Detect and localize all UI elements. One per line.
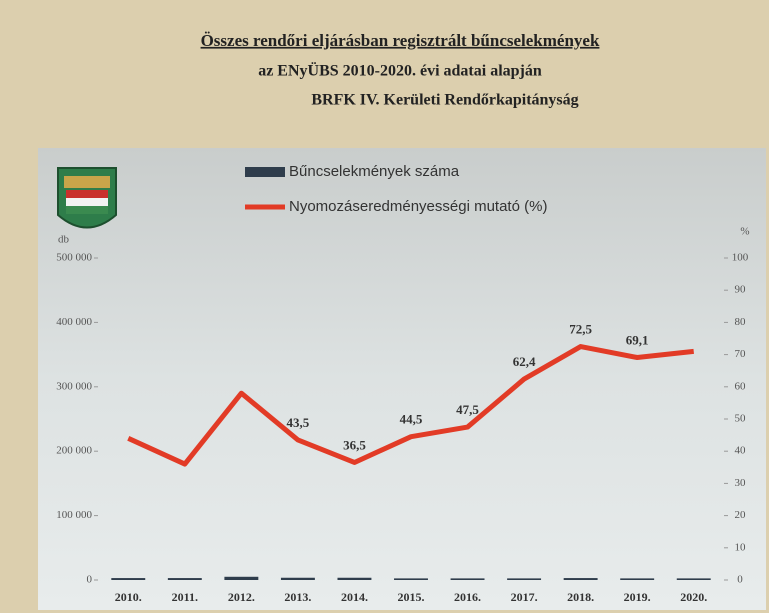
x-tick-label: 2012. [228, 590, 255, 604]
x-tick-label: 2015. [398, 590, 425, 604]
y-tick-label: 400 000 [56, 316, 92, 328]
y2-tick-label: 90 [735, 284, 747, 296]
bar [394, 578, 428, 580]
x-tick-label: 2018. [567, 590, 594, 604]
bar [111, 578, 145, 580]
y-tick-label: 300 000 [56, 380, 92, 392]
legend-label: Nyomozáseredményességi mutató (%) [289, 198, 547, 215]
chart-panel [38, 148, 766, 610]
value-label: 72,5 [569, 322, 592, 337]
x-tick-label: 2019. [624, 590, 651, 604]
x-tick-label: 2017. [511, 590, 538, 604]
bar [677, 578, 711, 580]
chart-subtitle: az ENyÜBS 2010-2020. évi adatai alapján [258, 62, 542, 80]
y-axis-label: db [58, 234, 70, 246]
bar [337, 578, 371, 580]
legend-swatch [245, 167, 285, 177]
y-tick-label: 500 000 [56, 252, 92, 264]
bar [620, 578, 654, 580]
x-tick-label: 2014. [341, 590, 368, 604]
y-tick-label: 100 000 [56, 509, 92, 521]
x-tick-label: 2013. [284, 590, 311, 604]
chart: Összes rendőri eljárásban regisztrált bű… [0, 0, 769, 613]
bar [451, 578, 485, 580]
value-label: 36,5 [343, 437, 366, 452]
y2-tick-label: 100 [732, 252, 749, 264]
x-tick-label: 2016. [454, 590, 481, 604]
y-tick-label: 0 [87, 574, 93, 586]
legend-label: Bűncselekmények száma [289, 163, 460, 180]
page: Összes rendőri eljárásban regisztrált bű… [0, 0, 769, 613]
y2-tick-label: 80 [735, 316, 747, 328]
bar [564, 578, 598, 580]
y2-tick-label: 20 [735, 509, 747, 521]
y2-tick-label: 60 [735, 380, 747, 392]
x-tick-label: 2011. [172, 590, 198, 604]
bar [168, 578, 202, 580]
value-label: 43,5 [287, 415, 310, 430]
y2-tick-label: 0 [737, 574, 743, 586]
logo [58, 168, 116, 228]
x-tick-label: 2020. [680, 590, 707, 604]
y2-tick-label: 50 [735, 413, 747, 425]
y-tick-label: 200 000 [56, 445, 92, 457]
y2-tick-label: 40 [735, 445, 747, 457]
y2-axis-label: % [740, 226, 749, 238]
bar [281, 578, 315, 580]
value-label: 69,1 [626, 332, 649, 347]
y2-tick-label: 70 [735, 348, 747, 360]
y2-tick-label: 10 [735, 541, 747, 553]
value-label: 47,5 [456, 402, 479, 417]
organization: BRFK IV. Kerületi Rendőrkapitányság [311, 92, 578, 109]
chart-title: Összes rendőri eljárásban regisztrált bű… [201, 31, 600, 50]
bar [507, 578, 541, 580]
y2-tick-label: 30 [735, 477, 747, 489]
x-tick-label: 2010. [115, 590, 142, 604]
bar [224, 577, 258, 580]
value-label: 44,5 [400, 412, 423, 427]
value-label: 62,4 [513, 354, 536, 369]
